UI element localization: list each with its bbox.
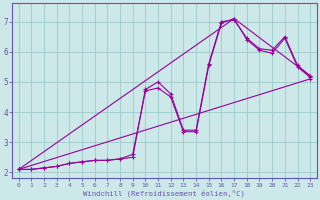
X-axis label: Windchill (Refroidissement éolien,°C): Windchill (Refroidissement éolien,°C) xyxy=(84,189,245,197)
